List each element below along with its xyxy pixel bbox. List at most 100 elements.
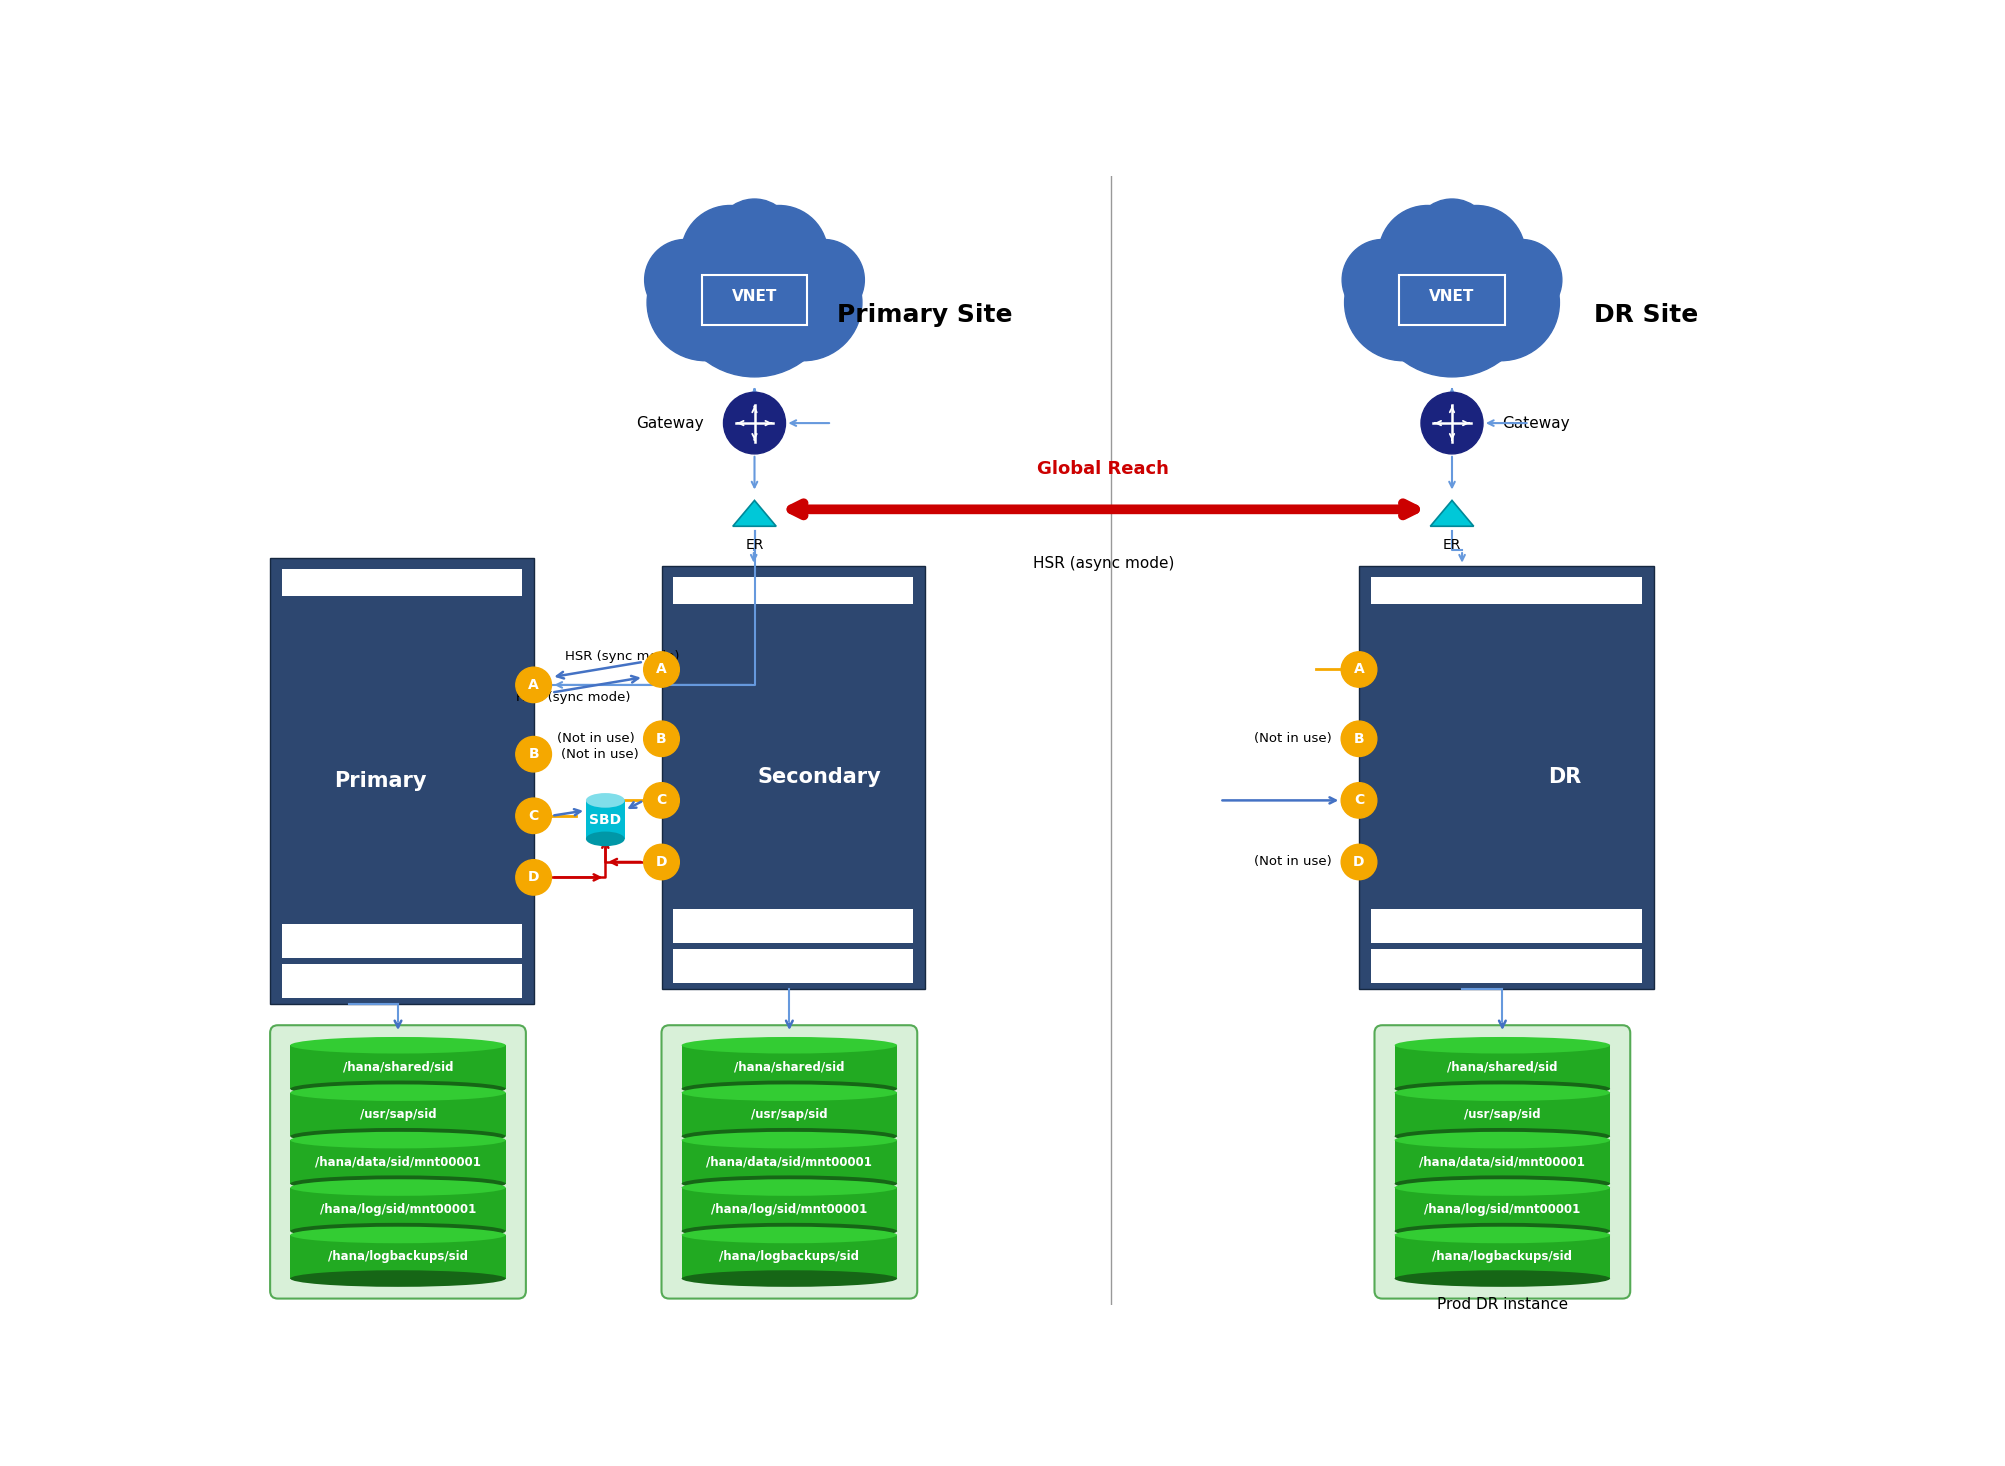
FancyBboxPatch shape [682,1187,896,1231]
FancyBboxPatch shape [682,1092,896,1136]
FancyBboxPatch shape [1393,1141,1610,1183]
Text: /usr/sap/sid: /usr/sap/sid [750,1108,828,1121]
Circle shape [1420,393,1482,454]
Text: Primary Site: Primary Site [836,303,1013,327]
Circle shape [1341,652,1375,688]
Text: /hana/log/sid/mnt00001: /hana/log/sid/mnt00001 [712,1202,866,1215]
Text: Gateway: Gateway [636,415,704,431]
Circle shape [515,798,551,834]
Circle shape [644,783,680,818]
Text: /hana/logbackups/sid: /hana/logbackups/sid [329,1250,467,1264]
Text: /hana/data/sid/mnt00001: /hana/data/sid/mnt00001 [706,1155,872,1168]
Circle shape [644,239,726,320]
Ellipse shape [1393,1179,1610,1196]
FancyBboxPatch shape [281,925,521,959]
FancyBboxPatch shape [682,1141,896,1183]
Ellipse shape [682,1036,896,1054]
Circle shape [782,239,864,320]
FancyBboxPatch shape [291,1187,505,1231]
Text: A: A [527,677,539,692]
FancyBboxPatch shape [291,1092,505,1136]
Ellipse shape [1393,1080,1610,1097]
Ellipse shape [682,1223,896,1239]
Circle shape [644,652,680,688]
Text: /hana/log/sid/mnt00001: /hana/log/sid/mnt00001 [319,1202,475,1215]
Circle shape [648,245,764,361]
Text: DR Site: DR Site [1592,303,1696,327]
FancyBboxPatch shape [291,1141,505,1183]
Circle shape [1442,245,1558,361]
Circle shape [1341,721,1375,756]
Text: C: C [1353,793,1363,808]
Ellipse shape [1393,1176,1610,1192]
Text: HSR (sync mode): HSR (sync mode) [563,651,680,663]
FancyBboxPatch shape [1373,1025,1630,1299]
Text: DR: DR [1548,767,1582,787]
Text: /hana/data/sid/mnt00001: /hana/data/sid/mnt00001 [315,1155,481,1168]
Text: /usr/sap/sid: /usr/sap/sid [359,1108,437,1121]
Text: B: B [1353,732,1363,746]
FancyBboxPatch shape [291,1045,505,1089]
Ellipse shape [291,1270,505,1287]
Ellipse shape [291,1223,505,1239]
FancyBboxPatch shape [1393,1187,1610,1231]
Circle shape [730,205,828,302]
FancyBboxPatch shape [271,559,533,1004]
Ellipse shape [1393,1132,1610,1148]
Circle shape [1377,205,1476,302]
Ellipse shape [585,831,624,846]
Circle shape [682,205,778,302]
FancyBboxPatch shape [662,566,924,990]
Circle shape [1341,844,1375,880]
Ellipse shape [682,1080,896,1097]
Circle shape [1369,216,1532,377]
Ellipse shape [682,1227,896,1243]
Ellipse shape [682,1127,896,1145]
Circle shape [644,844,680,880]
Circle shape [644,721,680,756]
FancyBboxPatch shape [682,1045,896,1089]
Circle shape [1343,245,1462,361]
Circle shape [744,245,862,361]
Text: (Not in use): (Not in use) [555,733,634,745]
Ellipse shape [291,1132,505,1148]
Ellipse shape [1393,1223,1610,1239]
FancyBboxPatch shape [1393,1045,1610,1089]
Circle shape [515,859,551,896]
FancyBboxPatch shape [1357,566,1652,990]
FancyBboxPatch shape [1369,949,1640,982]
Text: HSR (sync mode): HSR (sync mode) [515,690,630,704]
Text: B: B [656,732,666,746]
Ellipse shape [291,1127,505,1145]
Ellipse shape [682,1085,896,1101]
Text: ER: ER [1442,538,1460,551]
FancyBboxPatch shape [1369,578,1640,604]
Text: VNET: VNET [1430,289,1474,303]
Circle shape [515,667,551,702]
FancyBboxPatch shape [281,965,521,998]
Text: Gateway: Gateway [1502,415,1570,431]
Text: (Not in use): (Not in use) [561,748,638,761]
Text: (Not in use): (Not in use) [1253,733,1331,745]
FancyBboxPatch shape [1369,909,1640,943]
Text: C: C [656,793,666,808]
FancyBboxPatch shape [281,569,521,597]
Text: VNET: VNET [732,289,776,303]
Text: /hana/logbackups/sid: /hana/logbackups/sid [720,1250,858,1264]
Ellipse shape [585,793,624,808]
Polygon shape [1430,500,1474,526]
FancyBboxPatch shape [291,1234,505,1278]
Circle shape [724,393,786,454]
Polygon shape [732,500,776,526]
Ellipse shape [291,1085,505,1101]
Circle shape [1480,239,1562,320]
Text: C: C [527,809,539,822]
FancyBboxPatch shape [271,1025,525,1299]
Text: Primary: Primary [335,771,427,792]
Ellipse shape [291,1036,505,1054]
Circle shape [515,736,551,773]
Text: Global Reach: Global Reach [1037,460,1169,478]
Text: Prod DR instance: Prod DR instance [1436,1297,1568,1312]
Ellipse shape [1393,1036,1610,1054]
Text: /hana/shared/sid: /hana/shared/sid [1446,1060,1556,1073]
